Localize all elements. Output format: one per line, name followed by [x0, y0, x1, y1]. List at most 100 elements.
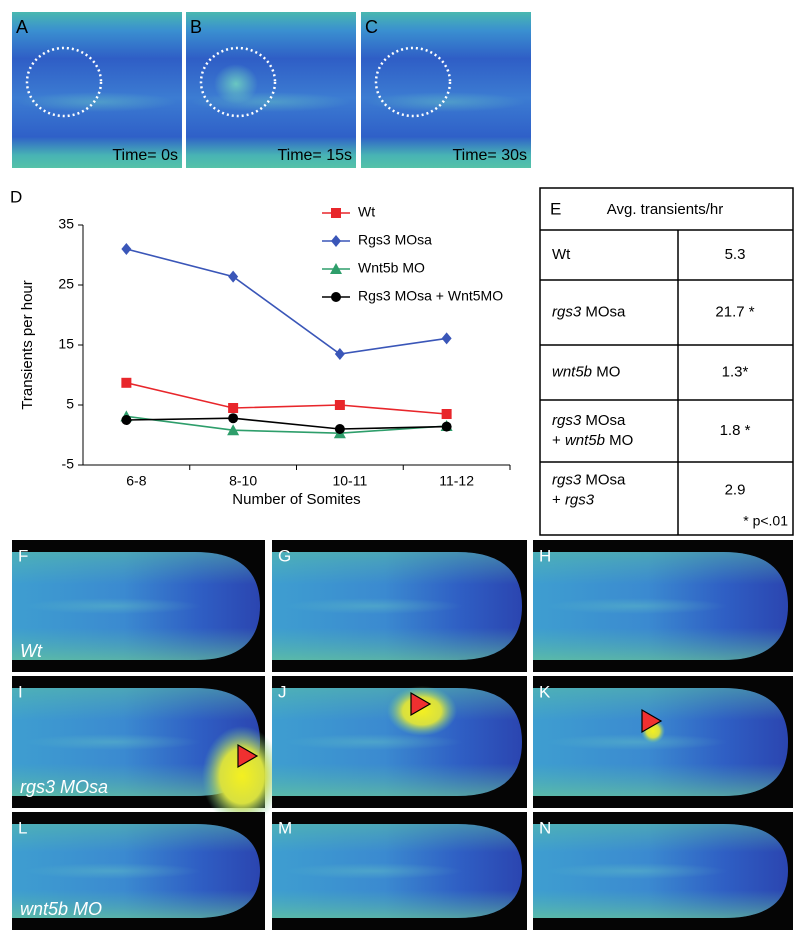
series-line [126, 417, 447, 430]
row-label-part: + [552, 491, 565, 508]
panel-label: B [190, 17, 202, 37]
series-line [126, 415, 447, 435]
legend-label: Rgs3 MOsa [358, 232, 432, 248]
panel-label: H [539, 546, 551, 565]
panel-label: G [278, 546, 291, 565]
row-label-part: rgs3 [565, 491, 595, 508]
time-label: Time= 15s [277, 147, 352, 164]
signal [214, 64, 258, 104]
texture [17, 92, 177, 112]
arrowhead [410, 691, 432, 717]
y-tick-label: 25 [58, 276, 74, 292]
texture [24, 598, 202, 614]
time-label: Time= 0s [112, 147, 178, 164]
marker [228, 270, 239, 283]
marker [334, 348, 345, 360]
panel-label: C [365, 17, 378, 37]
row-value: 21.7 * [715, 303, 754, 320]
marker [441, 421, 452, 432]
x-tick-label: 6-8 [126, 473, 146, 489]
row-label: rgs3 MOsa [552, 471, 626, 488]
table-title: Avg. transients/hr [607, 201, 723, 218]
row-label: rgs3 MOsa [552, 412, 626, 429]
row-label-part: rgs3 [552, 303, 582, 320]
texture [24, 863, 202, 879]
legend-marker [331, 235, 341, 247]
panel-caption: wnt5b MO [20, 899, 102, 919]
x-tick-label: 11-12 [439, 473, 474, 489]
roi-circle [25, 46, 103, 118]
marker [121, 243, 132, 255]
row-label: + wnt5b MO [552, 432, 633, 449]
row-label-part: + [552, 432, 565, 449]
row-label-part: MOsa [581, 303, 626, 320]
micrograph [361, 12, 531, 168]
panel-label: F [18, 546, 28, 565]
arrowhead [237, 743, 259, 769]
panel-caption: Wt [20, 641, 43, 661]
x-tick-label: 8-10 [229, 473, 257, 489]
panel-label: J [278, 682, 287, 701]
row-label-part: wnt5b [552, 363, 592, 380]
row-value: 1.3* [722, 363, 749, 380]
panel-label: N [539, 818, 551, 837]
panel-label: A [16, 17, 28, 37]
calcium-signal [387, 686, 457, 736]
panel-caption: rgs3 MOsa [20, 777, 108, 797]
y-tick-label: 15 [58, 336, 74, 352]
texture [284, 734, 464, 750]
footnote: * p<.01 [743, 513, 788, 529]
x-tick-label: 10-11 [332, 473, 367, 489]
row-label-part: rgs3 [552, 471, 582, 488]
table-border [539, 187, 794, 536]
y-tick-label: -5 [62, 456, 75, 472]
row-label: rgs3 MOsa [552, 303, 626, 320]
panel-label: D [10, 187, 22, 206]
row-label-part: wnt5b [565, 432, 605, 449]
y-tick-label: 5 [66, 396, 74, 412]
roi-circle [199, 46, 277, 118]
texture [284, 598, 464, 614]
roi-circle [374, 46, 452, 118]
row-value: 5.3 [725, 246, 746, 263]
legend-label: Wnt5b MO [358, 260, 425, 276]
marker [334, 424, 345, 434]
row-label-part: MOsa [581, 412, 626, 429]
marker [227, 424, 240, 436]
micrograph [12, 12, 182, 168]
row-label-part: rgs3 [552, 412, 582, 429]
marker [334, 400, 345, 410]
series-line [126, 248, 447, 355]
row-label-part: Wt [552, 246, 571, 263]
texture [284, 863, 464, 879]
marker [441, 332, 452, 345]
time-label: Time= 30s [452, 147, 527, 164]
panel-label: K [539, 682, 551, 701]
texture [546, 734, 728, 750]
texture [546, 598, 728, 614]
texture [546, 863, 728, 879]
marker [228, 403, 239, 413]
legend-marker [331, 292, 341, 302]
legend-label: Wt [358, 204, 375, 220]
y-axis-title: Transients per hour [19, 280, 36, 410]
panel-label: L [18, 818, 27, 837]
texture [24, 734, 202, 750]
panel-label: E [550, 199, 561, 218]
micrograph [186, 12, 356, 168]
series-line [126, 382, 447, 415]
marker [121, 377, 132, 388]
legend-marker [331, 208, 341, 218]
panel-label: I [18, 682, 23, 701]
arrowhead [641, 708, 663, 734]
y-tick-label: 35 [58, 216, 74, 232]
row-label: Wt [552, 246, 571, 263]
row-value: 1.8 * [720, 422, 751, 439]
calcium-signal [202, 726, 282, 826]
marker [121, 415, 132, 425]
marker [441, 409, 452, 419]
x-axis-title: Number of Somites [232, 491, 360, 508]
legend-marker [330, 263, 342, 274]
row-value: 2.9 [725, 481, 746, 498]
